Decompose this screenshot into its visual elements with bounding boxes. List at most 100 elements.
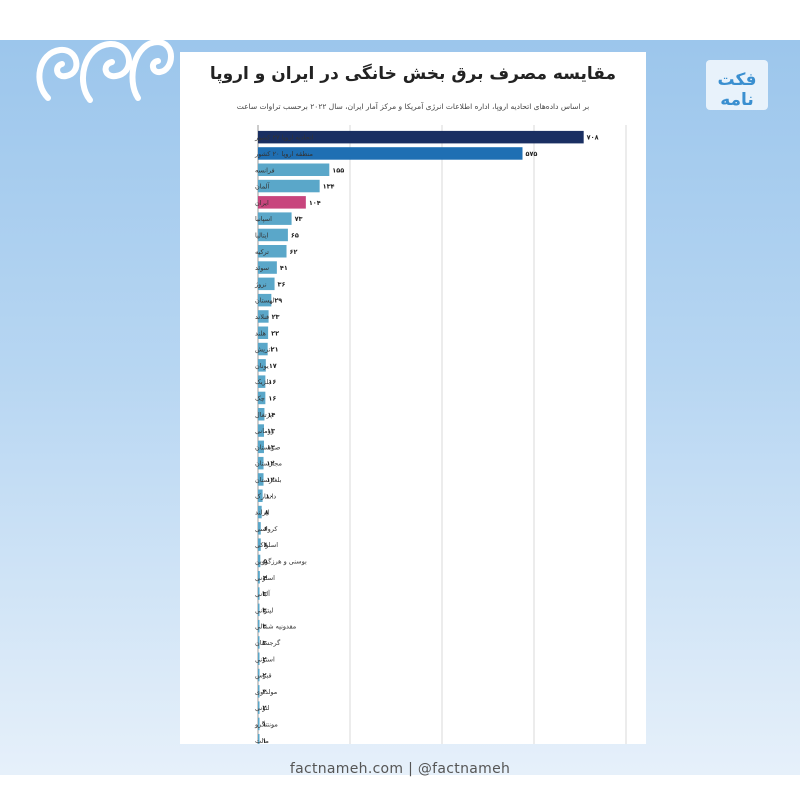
category-label: ایتالیا [255,231,269,239]
data-label: ۱۳ [267,427,275,435]
category-label: آلبانی [255,589,271,598]
category-label: سوئد [255,264,269,272]
category-label: چک [255,394,265,402]
category-label: ایرلند [255,509,270,517]
bar [258,685,260,698]
data-label: ۱۲ [267,460,275,468]
data-label: ۲ [263,704,267,712]
bar [258,619,260,633]
bar [258,310,269,323]
category-label: قبرس [255,672,272,680]
data-label: ۲۳ [272,313,280,321]
bar-chart: ۰۲۰۰۴۰۰۶۰۰۸۰۰اتحادیه اروپا ۲۷ کشور۷۰۸منط… [254,125,627,744]
data-label: ۱۶ [268,378,276,386]
data-label: ۲ [263,655,267,663]
brand-logo: فکت نامه [706,60,768,110]
category-label: یونان [255,362,269,370]
category-label: گرجستان [255,639,281,647]
chart-card: مقایسه مصرف برق بخش خانگی در ایران و ارو… [180,52,646,744]
bar [258,391,266,405]
bar [258,717,260,731]
bar [258,571,260,584]
category-label: اتریش [255,346,272,354]
bar [258,587,260,600]
bar [258,228,288,242]
category-label: رومانی [255,427,274,435]
bar [258,522,261,535]
data-label: ۳ [263,606,267,614]
category-label: لهستان [255,297,275,305]
bar [258,424,264,437]
data-label: ۱ [263,720,267,728]
bar [258,652,260,665]
bar [258,701,260,714]
category-label: صربستان [255,443,281,451]
bar [258,538,261,551]
bar [258,245,287,258]
category-label: اسلواکی [255,541,278,549]
bar [258,505,262,519]
data-label: ۱۶ [268,394,276,402]
data-label: ۵۷۵ [526,150,538,158]
data-label: ۱۴ [267,411,275,419]
bar [258,342,268,356]
category-label: مالت [255,737,269,744]
chart-title: مقایسه مصرف برق بخش خانگی در ایران و ارو… [209,64,617,84]
data-label: ۱۷ [269,362,277,370]
bar [258,489,263,502]
data-label: ۳ [263,623,267,631]
brand-logo-text: فکت نامه [717,70,757,110]
category-label: دانمارک [255,492,276,500]
data-label: ۱۰۴ [309,199,321,207]
bar [258,212,292,225]
bar [258,554,261,568]
category-label: اتحادیه اروپا ۲۷ کشور [254,134,314,142]
bar [258,277,275,291]
data-label: ۲۹ [274,297,282,305]
data-label: ۲ [263,688,267,696]
category-label: نروژ [254,280,267,288]
data-label: ۷۳ [295,215,303,223]
decorative-swirl-icon [36,38,174,103]
bar [258,603,260,617]
data-label: ۱۳۴ [323,183,335,191]
category-label: هلند [255,329,267,337]
category-label: بوسنی و هرزگووین [255,557,307,565]
category-label: پرتغال [255,411,272,419]
bar [258,668,260,682]
data-label: ۲ [263,672,267,680]
bar [258,456,264,470]
data-label: ۱۵۵ [332,166,344,174]
category-label: استونی [255,655,275,663]
category-label: مجارستان [255,460,282,468]
data-label: ۵ [263,557,267,565]
chart-subtitle: بر اساس داده‌های اتحادیه اروپا، اداره اط… [236,102,590,111]
bar [258,408,265,421]
bar [258,147,523,160]
data-label: ۲۲ [271,329,279,337]
data-label: ۳ [263,590,267,598]
category-label: مولداوی [255,688,277,696]
bar [258,375,266,388]
footer-text: factnameh.com | @factnameh [289,761,511,777]
category-label: آلمان [255,182,270,191]
bar [258,734,260,744]
data-label: ۴ [263,574,267,582]
category-label: ترکیه [255,248,269,256]
category-label: اسلونی [255,574,275,582]
bar [258,326,269,339]
data-label: ۶۲ [290,248,298,256]
data-label: ۸ [265,509,269,517]
category-label: کرواسی [255,525,278,533]
category-label: ایران [255,199,269,207]
category-label: مونتنگرو [254,720,278,728]
data-label: ۱۰ [266,492,274,500]
data-label: ۷۰۸ [587,134,599,142]
bar [258,179,320,193]
bar [258,196,306,209]
category-label: منطقه اروپا ۲۰ کشور [254,150,313,158]
category-label: اسپانیا [255,215,272,223]
bar [258,440,264,454]
bar [258,636,260,649]
data-label: ۲۱ [271,346,279,354]
